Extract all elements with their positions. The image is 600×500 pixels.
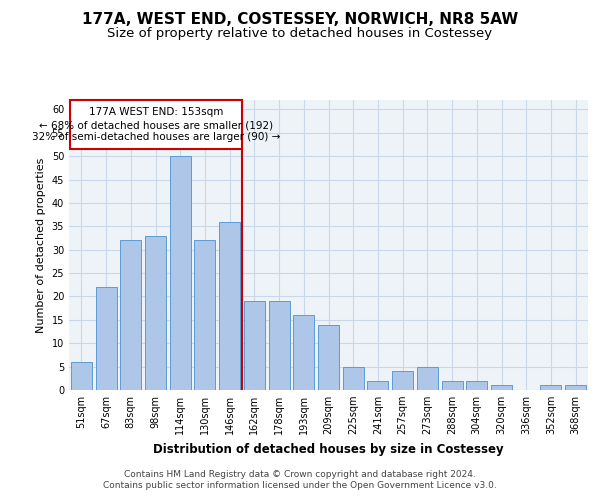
Bar <box>95 287 116 390</box>
Bar <box>367 380 388 390</box>
Y-axis label: Number of detached properties: Number of detached properties <box>36 158 46 332</box>
Bar <box>392 372 413 390</box>
Bar <box>269 301 290 390</box>
Bar <box>491 386 512 390</box>
Bar <box>219 222 240 390</box>
Bar <box>541 386 562 390</box>
Bar <box>565 386 586 390</box>
Bar <box>466 380 487 390</box>
Bar <box>293 315 314 390</box>
Bar <box>417 366 438 390</box>
Bar <box>120 240 141 390</box>
Bar <box>145 236 166 390</box>
Bar <box>318 324 339 390</box>
Bar <box>170 156 191 390</box>
Text: 177A WEST END: 153sqm: 177A WEST END: 153sqm <box>89 107 223 117</box>
Text: Size of property relative to detached houses in Costessey: Size of property relative to detached ho… <box>107 28 493 40</box>
Bar <box>71 362 92 390</box>
X-axis label: Distribution of detached houses by size in Costessey: Distribution of detached houses by size … <box>153 442 504 456</box>
Bar <box>244 301 265 390</box>
Bar <box>70 100 242 149</box>
Bar <box>194 240 215 390</box>
Text: Contains HM Land Registry data © Crown copyright and database right 2024.: Contains HM Land Registry data © Crown c… <box>124 470 476 479</box>
Bar <box>343 366 364 390</box>
Text: 32% of semi-detached houses are larger (90) →: 32% of semi-detached houses are larger (… <box>32 132 280 142</box>
Bar <box>442 380 463 390</box>
Text: ← 68% of detached houses are smaller (192): ← 68% of detached houses are smaller (19… <box>39 120 273 130</box>
Text: 177A, WEST END, COSTESSEY, NORWICH, NR8 5AW: 177A, WEST END, COSTESSEY, NORWICH, NR8 … <box>82 12 518 28</box>
Text: Contains public sector information licensed under the Open Government Licence v3: Contains public sector information licen… <box>103 481 497 490</box>
